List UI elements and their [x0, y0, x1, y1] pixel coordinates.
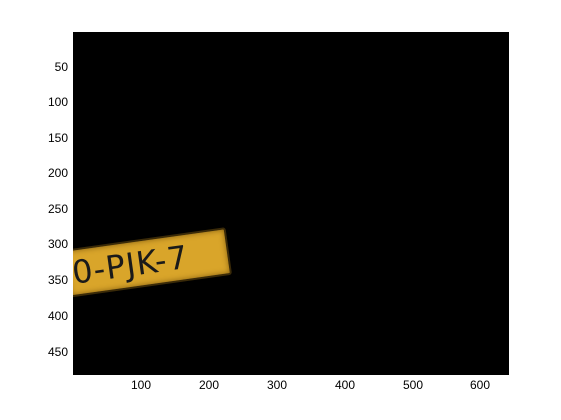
x-tick-label: 100 [130, 378, 152, 392]
x-tick-label: 200 [198, 378, 220, 392]
y-tick-label: 50 [54, 60, 68, 74]
y-tick-label: 200 [47, 166, 68, 180]
x-tick-label: 400 [334, 378, 356, 392]
image-axes: 0-PJK-7 [73, 32, 509, 375]
x-tick-label: 600 [469, 378, 491, 392]
y-tick-label: 150 [47, 131, 68, 145]
y-tick-label: 450 [47, 345, 68, 359]
y-tick-label: 100 [47, 95, 68, 109]
y-tick-label: 350 [47, 273, 68, 287]
x-tick-label: 500 [402, 378, 424, 392]
x-tick-label: 300 [266, 378, 288, 392]
license-plate-text: 0-PJK-7 [73, 237, 191, 292]
y-tick-label: 400 [47, 309, 68, 323]
license-plate: 0-PJK-7 [73, 227, 233, 298]
y-tick-label: 250 [47, 202, 68, 216]
y-tick-label: 300 [47, 237, 68, 251]
